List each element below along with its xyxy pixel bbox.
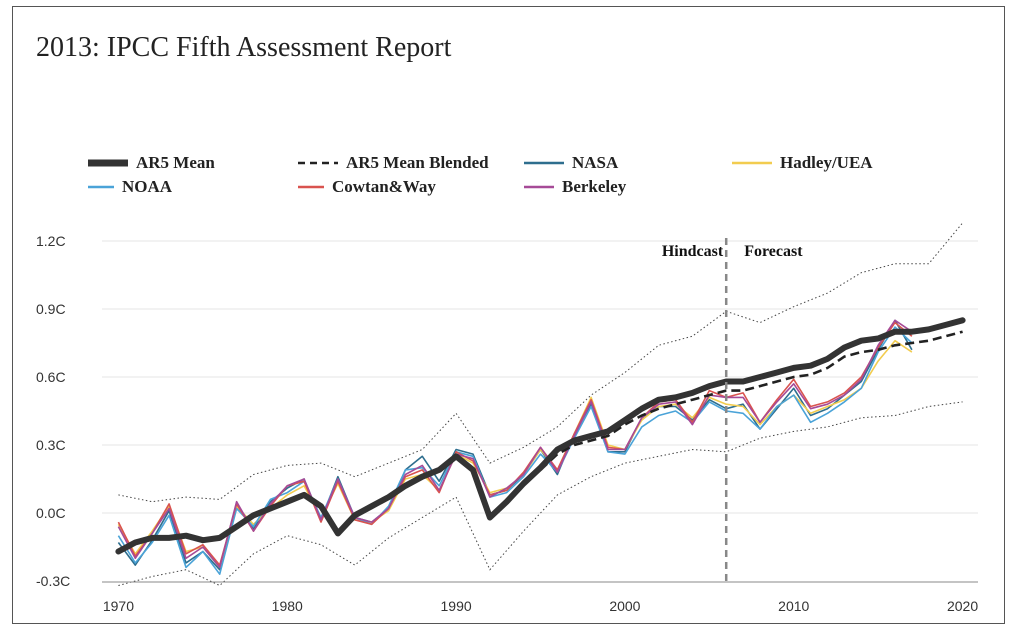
series-line-berkeley [117, 319, 913, 569]
legend-label-nasa: NASA [572, 153, 619, 172]
legend-item-nasa: NASA [524, 152, 618, 174]
legend-item-hadley: Hadley/UEA [732, 152, 873, 174]
legend-swatch-hadley [732, 161, 772, 165]
legend-item-ar5-mean: AR5 Mean [88, 152, 215, 174]
model-range-lower-line [118, 401, 963, 587]
model-range-upper-line [118, 222, 963, 503]
y-tick-label: 1.2C [36, 233, 66, 249]
grid-lines [102, 240, 978, 514]
y-tick-label: 0.9C [36, 301, 66, 317]
x-tick-label: 2020 [947, 598, 978, 614]
legend-swatch-berkeley [524, 185, 554, 189]
x-axis-ticks: 1970 1980 1990 2000 2010 2020 [103, 598, 978, 614]
series-line-ar5-mean-blended [539, 330, 963, 471]
y-tick-label: -0.3C [36, 573, 70, 589]
legend-item-cowtan-way: Cowtan&Way [298, 176, 436, 198]
y-tick-label: 0.6C [36, 369, 66, 385]
x-tick-label: 2010 [778, 598, 809, 614]
legend-label-cowtan-way: Cowtan&Way [332, 177, 436, 196]
model-range [118, 222, 963, 587]
series-line-noaa [117, 326, 913, 575]
ar5-mean-lines [115, 317, 966, 555]
forecast-label: Forecast [744, 243, 803, 260]
legend-label-ar5-mean-blended: AR5 Mean Blended [346, 153, 489, 172]
legend-item-noaa: NOAA [88, 176, 172, 198]
y-tick-label: 0.3C [36, 437, 66, 453]
observation-series [117, 319, 913, 575]
series-line-hadley-uea [117, 339, 913, 569]
x-tick-label: 1990 [441, 598, 472, 614]
legend-label-noaa: NOAA [122, 177, 173, 196]
y-axis-ticks: 1.2C 0.9C 0.6C 0.3C 0.0C -0.3C [36, 233, 70, 589]
chart-frame [12, 6, 1005, 624]
y-tick-label: 0.0C [36, 505, 66, 521]
x-tick-label: 1980 [272, 598, 303, 614]
legend-swatch-noaa [88, 185, 114, 189]
x-tick-label: 2000 [609, 598, 640, 614]
legend-item-ar5-mean-blended: AR5 Mean Blended [298, 152, 489, 174]
legend-label-berkeley: Berkeley [562, 177, 627, 196]
chart-title: 2013: IPCC Fifth Assessment Report [36, 32, 452, 63]
hindcast-label: Hindcast [662, 243, 724, 260]
legend-swatch-nasa [524, 161, 564, 165]
chart-legend: AR5 Mean AR5 Mean Blended NASA Hadley/UE… [88, 152, 988, 200]
legend-label-ar5-mean: AR5 Mean [136, 153, 215, 172]
legend-swatch-ar5-mean [88, 159, 128, 167]
series-line-ar5-mean [115, 317, 966, 555]
legend-swatch-ar5-mean-blended [298, 161, 338, 165]
legend-item-berkeley: Berkeley [524, 176, 626, 198]
x-tick-label: 1970 [103, 598, 134, 614]
legend-label-hadley: Hadley/UEA [780, 153, 873, 172]
legend-swatch-cowtan-way [298, 185, 324, 189]
